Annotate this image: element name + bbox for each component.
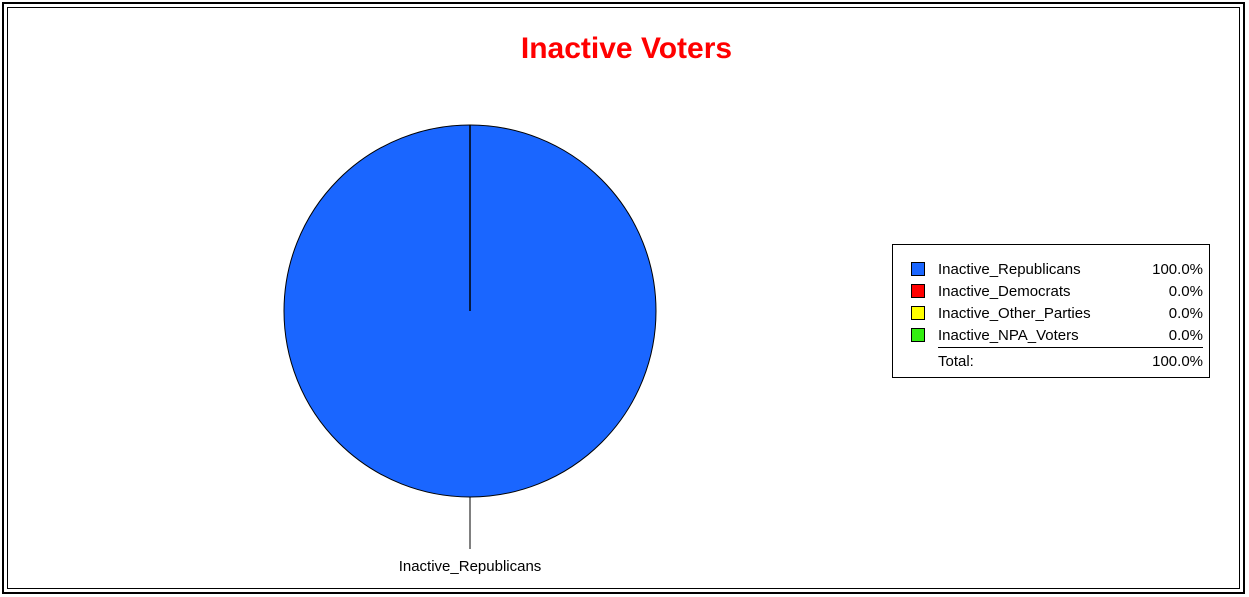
legend-item: Inactive_Other_Parties 0.0% xyxy=(911,305,1203,323)
slice-label: Inactive_Republicans xyxy=(399,558,542,575)
legend-total: Total: 100.0% xyxy=(911,353,1203,371)
legend-total-label: Total: xyxy=(938,353,974,370)
chart-title: Inactive Voters xyxy=(520,32,733,65)
legend-item: Inactive_Democrats 0.0% xyxy=(911,283,1203,301)
legend-label: Inactive_Republicans xyxy=(938,261,1081,278)
legend-value: 0.0% xyxy=(1168,283,1203,300)
legend-swatch xyxy=(911,284,925,298)
legend-total-divider xyxy=(938,347,1203,348)
chart-inner-frame xyxy=(7,7,1240,589)
legend-swatch xyxy=(911,306,925,320)
legend-item: Inactive_Republicans 100.0% xyxy=(911,261,1203,279)
legend-total-value: 100.0% xyxy=(1152,353,1203,370)
legend-swatch xyxy=(911,262,925,276)
legend-value: 0.0% xyxy=(1168,327,1203,344)
legend-label: Inactive_Democrats xyxy=(938,283,1071,300)
legend-value: 100.0% xyxy=(1152,261,1203,278)
legend-swatch xyxy=(911,328,925,342)
legend-label: Inactive_NPA_Voters xyxy=(938,327,1079,344)
legend-item: Inactive_NPA_Voters 0.0% xyxy=(911,327,1203,345)
legend-value: 0.0% xyxy=(1168,305,1203,322)
legend-label: Inactive_Other_Parties xyxy=(938,305,1091,322)
legend: Inactive_Republicans 100.0% Inactive_Dem… xyxy=(892,244,1210,378)
